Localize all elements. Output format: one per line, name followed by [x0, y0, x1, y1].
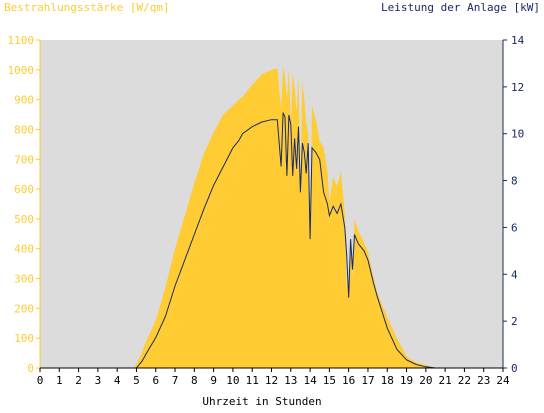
x-tick-label: 17	[361, 374, 374, 387]
x-tick-label: 1	[56, 374, 63, 387]
right-tick-label: 0	[511, 362, 518, 375]
x-tick-label: 19	[400, 374, 413, 387]
x-tick-label: 23	[477, 374, 490, 387]
left-tick-label: 300	[14, 273, 34, 286]
x-tick-label: 22	[458, 374, 471, 387]
left-tick-label: 800	[14, 123, 34, 136]
left-tick-label: 500	[14, 213, 34, 226]
left-tick-label: 400	[14, 243, 34, 256]
right-tick-label: 14	[511, 34, 525, 47]
x-tick-label: 8	[191, 374, 198, 387]
power-line	[40, 112, 503, 369]
x-tick-label: 14	[303, 374, 317, 387]
x-tick-label: 0	[37, 374, 44, 387]
x-tick-label: 3	[95, 374, 102, 387]
x-tick-label: 15	[323, 374, 336, 387]
right-tick-label: 6	[511, 221, 518, 234]
x-tick-label: 13	[284, 374, 297, 387]
left-tick-label: 600	[14, 183, 34, 196]
x-tick-label: 2	[75, 374, 82, 387]
right-tick-label: 12	[511, 81, 524, 94]
x-tick-label: 21	[439, 374, 452, 387]
right-tick-label: 8	[511, 175, 518, 188]
left-tick-label: 900	[14, 94, 34, 107]
x-tick-label: 11	[246, 374, 259, 387]
left-tick-label: 100	[14, 332, 34, 345]
x-tick-label: 4	[114, 374, 121, 387]
left-tick-label: 0	[27, 362, 34, 375]
right-tick-label: 10	[511, 128, 524, 141]
x-tick-label: 24	[496, 374, 510, 387]
x-tick-label: 18	[381, 374, 394, 387]
left-axis-title: Bestrahlungsstärke [W/qm]	[4, 1, 170, 14]
x-tick-label: 10	[226, 374, 239, 387]
x-tick-label: 16	[342, 374, 355, 387]
x-axis-title: Uhrzeit in Stunden	[202, 395, 321, 408]
right-tick-label: 2	[511, 315, 518, 328]
x-tick-label: 6	[152, 374, 159, 387]
right-tick-label: 4	[511, 268, 518, 281]
left-tick-label: 200	[14, 302, 34, 315]
x-tick-label: 12	[265, 374, 278, 387]
irradiance-area	[40, 66, 503, 369]
left-tick-label: 1100	[8, 34, 35, 47]
x-tick-label: 7	[172, 374, 179, 387]
right-axis-title: Leistung der Anlage [kW]	[381, 1, 540, 14]
left-tick-label: 1000	[8, 64, 35, 77]
left-tick-label: 700	[14, 153, 34, 166]
x-tick-label: 9	[210, 374, 217, 387]
x-tick-label: 5	[133, 374, 140, 387]
x-tick-label: 20	[419, 374, 432, 387]
